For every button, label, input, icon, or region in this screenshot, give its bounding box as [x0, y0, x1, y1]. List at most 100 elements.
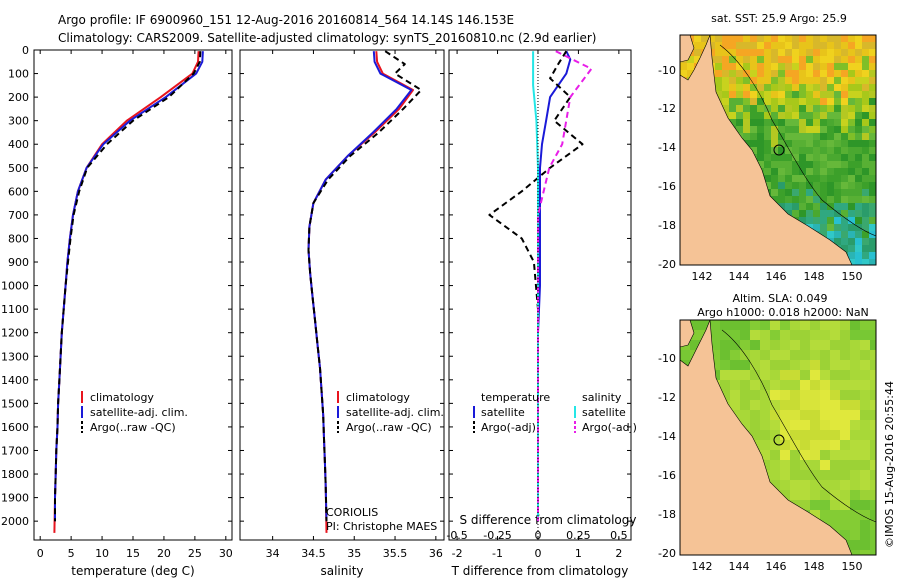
sst-map: [680, 35, 876, 265]
sla-pixel: [810, 450, 820, 460]
sst-pixel: [771, 168, 778, 175]
depth-tick-label: 2000: [1, 515, 29, 528]
sst-pixel: [806, 140, 813, 147]
sst-pixel: [778, 147, 785, 154]
sst-pixel: [722, 84, 729, 91]
sst-pixel: [869, 259, 876, 265]
x-tick-label: 25: [188, 547, 202, 560]
sst-pixel: [841, 147, 848, 154]
sst-pixel: [841, 168, 848, 175]
sst-pixel: [813, 77, 820, 84]
sst-pixel: [848, 77, 855, 84]
sst-pixel: [841, 161, 848, 168]
sst-pixel: [834, 126, 841, 133]
sla-pixel: [800, 410, 810, 420]
s-diff-tick-label: 0: [534, 529, 541, 542]
sst-pixel: [848, 154, 855, 161]
sst-pixel: [764, 77, 771, 84]
sla-pixel: [860, 350, 870, 360]
sst-map-land: [680, 35, 853, 265]
sla-pixel: [860, 430, 870, 440]
sst-pixel: [841, 49, 848, 56]
sst-pixel: [764, 154, 771, 161]
sla-pixel: [850, 450, 860, 460]
sst-pixel: [757, 63, 764, 70]
sst-pixel: [834, 210, 841, 217]
sst-pixel: [841, 112, 848, 119]
sla-pixel: [860, 490, 870, 500]
sst-pixel: [799, 133, 806, 140]
sst-pixel: [750, 105, 757, 112]
depth-tick-label: 1500: [1, 397, 29, 410]
sla-pixel: [840, 410, 850, 420]
sla-pixel: [870, 350, 876, 360]
t-difference-axis-label: T difference from climatology: [451, 564, 629, 578]
sst-pixel: [778, 56, 785, 63]
sst-pixel: [820, 217, 827, 224]
sla-pixel: [770, 360, 780, 370]
sst-pixel: [841, 140, 848, 147]
x-tick-label: 10: [95, 547, 109, 560]
sst-pixel: [715, 84, 722, 91]
sst-pixel: [820, 126, 827, 133]
sst-pixel: [848, 231, 855, 238]
sst-pixel: [855, 224, 862, 231]
x-tick-label: 1: [575, 547, 582, 560]
sst-pixel: [834, 105, 841, 112]
sst-pixel: [757, 98, 764, 105]
sla-pixel: [840, 320, 850, 330]
sla-pixel: [750, 400, 760, 410]
sla-pixel: [740, 320, 750, 330]
sst-pixel: [827, 105, 834, 112]
sst-pixel: [869, 245, 876, 252]
sla-pixel: [800, 380, 810, 390]
sla-pixel: [770, 320, 780, 330]
sst-pixel: [694, 56, 701, 63]
sla-pixel: [790, 470, 800, 480]
sla-pixel: [800, 340, 810, 350]
sst-pixel: [729, 42, 736, 49]
sla-pixel: [850, 320, 860, 330]
sst-pixel: [848, 140, 855, 147]
sla-pixel: [760, 350, 770, 360]
sla-pixel: [750, 350, 760, 360]
sla-map-contour: [721, 329, 876, 523]
sla-pixel: [790, 400, 800, 410]
temperature-axis-label: temperature (deg C): [71, 564, 194, 578]
sst-pixel: [862, 35, 869, 42]
sst-pixel: [813, 210, 820, 217]
sst-pixel: [764, 112, 771, 119]
sla-pixel: [780, 480, 790, 490]
sst-pixel: [841, 196, 848, 203]
sla-pixel: [860, 340, 870, 350]
legend-temperature-header: temperature: [481, 391, 550, 404]
sla-pixel: [820, 460, 830, 470]
sla-pixel: [830, 450, 840, 460]
sla-pixel: [860, 420, 870, 430]
sla-pixel: [850, 390, 860, 400]
sla-pixel: [750, 420, 760, 430]
sla-pixel: [720, 340, 730, 350]
sla-pixel: [790, 370, 800, 380]
sst-pixel: [757, 56, 764, 63]
sla-pixel: [810, 380, 820, 390]
depth-tick-label: 100: [8, 68, 29, 81]
sst-pixel: [778, 49, 785, 56]
sst-pixel: [764, 126, 771, 133]
sst-pixel: [792, 154, 799, 161]
sst-pixel: [841, 70, 848, 77]
sla-pixel: [780, 410, 790, 420]
sst-pixel: [820, 161, 827, 168]
sst-pixel: [834, 49, 841, 56]
sst-pixel: [764, 140, 771, 147]
legend-satellite-label: satellite-adj. clim.: [90, 406, 188, 419]
series-line-argo-raw-qc-: [54, 51, 202, 522]
sst-pixel: [750, 98, 757, 105]
sst-pixel: [743, 77, 750, 84]
sla-pixel: [780, 400, 790, 410]
sst-pixel: [792, 49, 799, 56]
sst-pixel: [743, 35, 750, 42]
sst-pixel: [785, 119, 792, 126]
sst-pixel: [869, 105, 876, 112]
